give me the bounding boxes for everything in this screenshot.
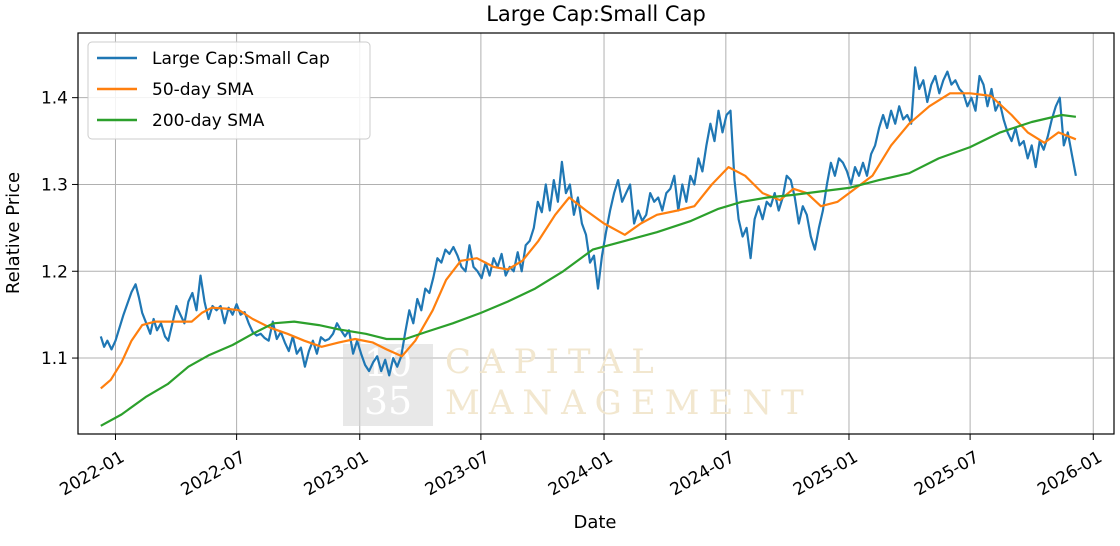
x-tick-label: 2026-01 [1034, 447, 1106, 500]
x-tick-label: 2024-07 [667, 447, 739, 500]
watermark-box [343, 344, 433, 426]
y-tick-label: 1.1 [41, 349, 68, 369]
series-line-2 [100, 92, 1077, 390]
x-tick-label: 2022-07 [178, 447, 250, 500]
legend-label: 50-day SMA [152, 80, 254, 100]
x-tick-label: 2025-07 [911, 447, 983, 500]
series-line-1 [99, 66, 1077, 377]
x-tick-label: 2022-01 [56, 447, 128, 500]
y-tick-label: 1.2 [41, 262, 68, 282]
legend-label: 200-day SMA [152, 111, 265, 131]
series-line-3 [100, 113, 1077, 427]
x-tick-label: 2023-07 [422, 447, 494, 500]
x-tick-label: 2024-01 [545, 447, 617, 500]
axis-ticks: 2022-01 2022-07 2023-01 2023-07 2024-01 2024-… [41, 89, 1106, 501]
axes-frame [77, 32, 1115, 435]
x-tick-label: 2023-01 [301, 447, 373, 500]
legend-box [87, 41, 371, 140]
y-axis-label: Relative Price [3, 172, 24, 294]
y-tick-label: 1.4 [41, 89, 68, 109]
watermark-text-line1: CAPITAL [445, 342, 663, 382]
legend-label: Large Cap:Small Cap [152, 49, 330, 69]
watermark-logo: 10 35 CAPITAL MANAGEMENT [343, 341, 813, 426]
legend: Large Cap:Small Cap 50-day SMA 200-day SMA [87, 41, 371, 140]
watermark-number-bottom: 35 [364, 379, 412, 423]
watermark-text-line2: MANAGEMENT [445, 383, 813, 423]
x-tick-label: 2025-01 [790, 447, 862, 500]
series-lines [99, 66, 1077, 427]
y-tick-label: 1.3 [41, 175, 68, 195]
chart-title: Large Cap:Small Cap [486, 2, 706, 26]
x-axis-label: Date [573, 512, 616, 533]
